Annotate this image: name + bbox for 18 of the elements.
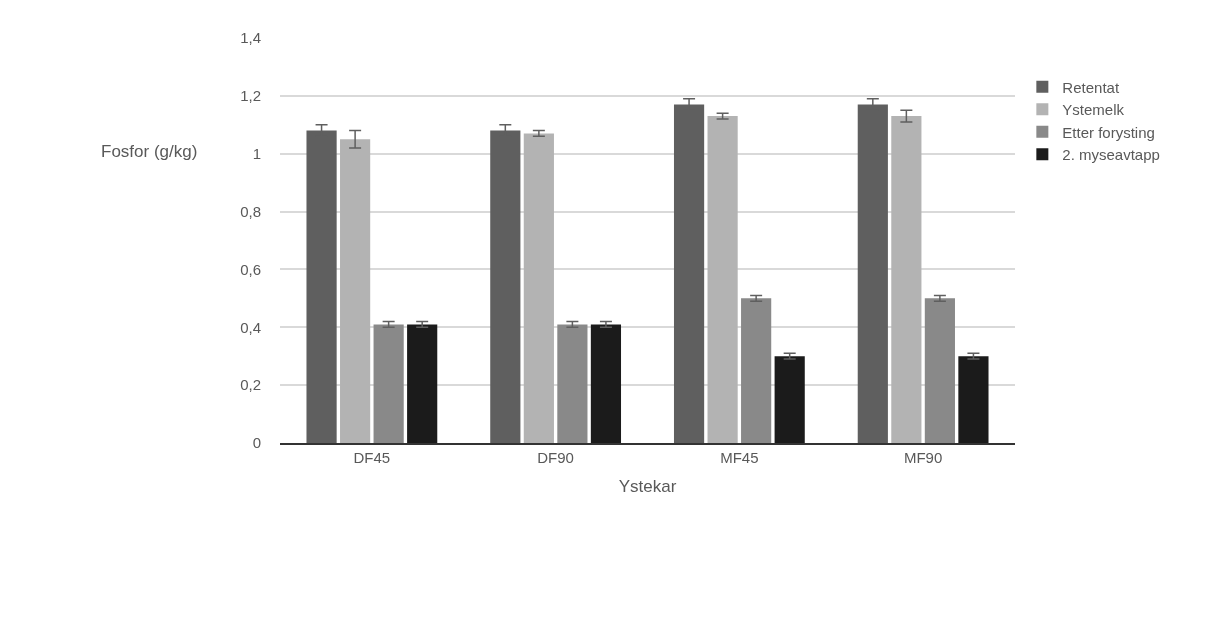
x-tick-label: DF45 bbox=[353, 448, 391, 466]
legend-label: Retentat bbox=[1062, 78, 1120, 96]
y-tick-label: 1 bbox=[252, 144, 261, 162]
y-tick-label: 0,8 bbox=[240, 202, 261, 220]
y-tick-label: 0,2 bbox=[240, 376, 261, 394]
x-tick-label: DF90 bbox=[537, 448, 574, 466]
y-tick-label: 1,4 bbox=[240, 29, 261, 47]
y-tick-label: 1,2 bbox=[240, 87, 261, 105]
x-tick-label: MF90 bbox=[903, 448, 943, 466]
legend-label: 2. myseavtapp bbox=[1062, 146, 1160, 163]
x-tick-label: MF45 bbox=[720, 448, 759, 466]
y-tick-label: 0,4 bbox=[240, 318, 261, 336]
y-axis-title: Fosfor (g/kg) bbox=[101, 142, 198, 161]
legend-label: Ystemelk bbox=[1062, 101, 1125, 118]
y-tick-label: 0 bbox=[252, 434, 261, 452]
x-axis-title: Ystekar bbox=[618, 476, 677, 496]
y-tick-label: 0,6 bbox=[240, 260, 261, 278]
legend-label: Etter forysting bbox=[1062, 123, 1155, 141]
